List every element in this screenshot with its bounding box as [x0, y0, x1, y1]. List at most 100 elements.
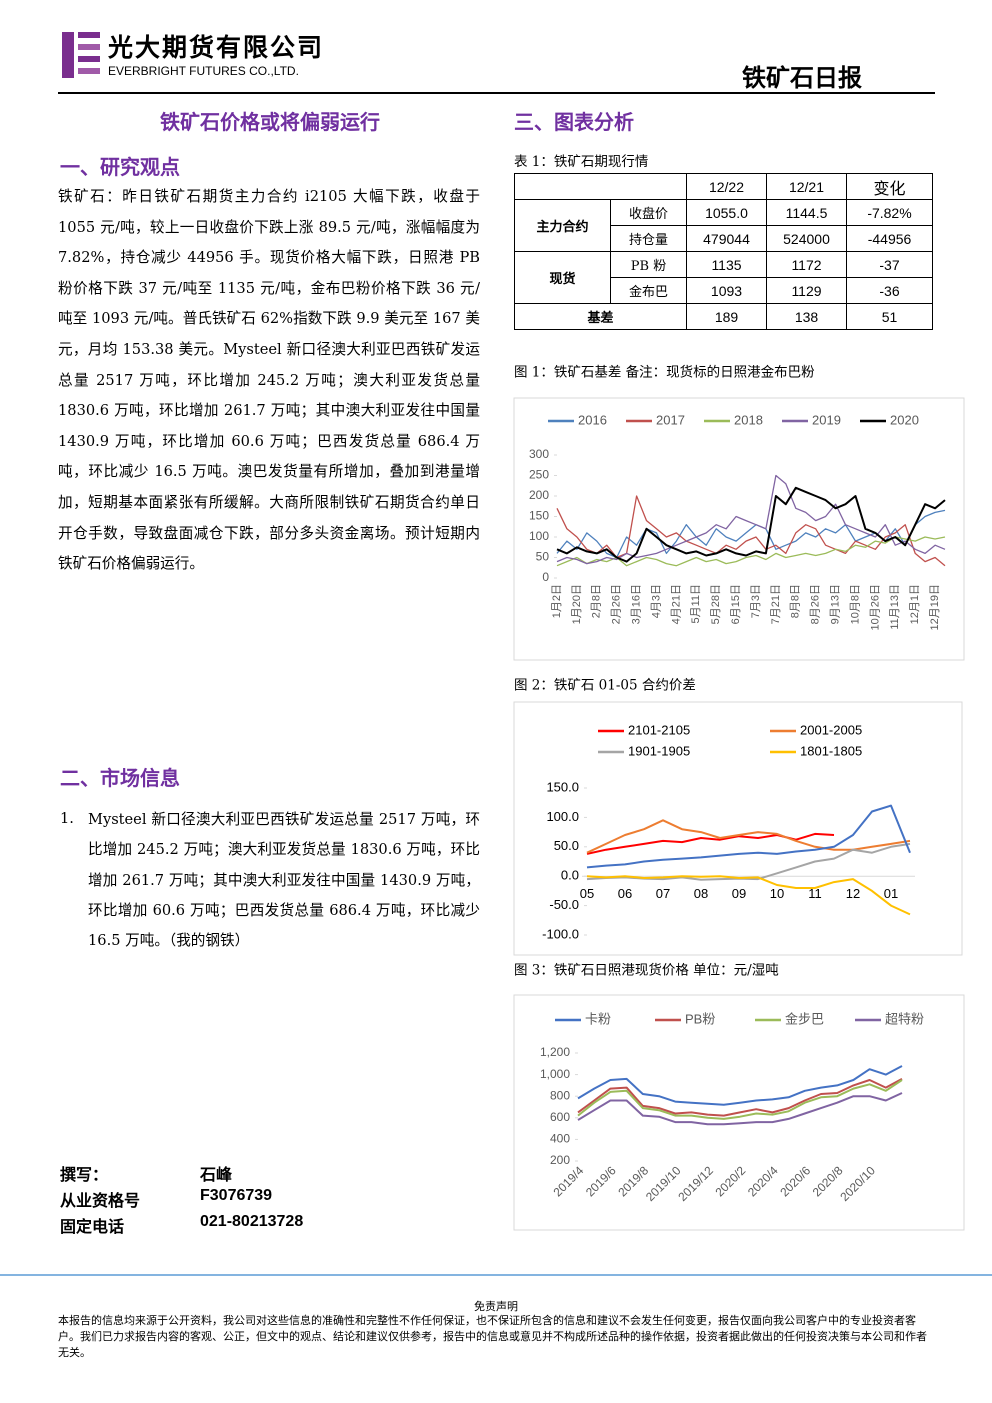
column-header: 12/22 [686, 173, 767, 200]
x-tick-label: 7月21日 [770, 584, 782, 624]
x-tick-label: 01 [884, 886, 898, 901]
series-line [577, 1065, 903, 1106]
y-tick-label: -100.0 [542, 926, 579, 941]
author-label: 固定电话 [60, 1217, 125, 1236]
x-tick-label: 10月26日 [869, 584, 881, 630]
cell: 138 [766, 303, 847, 330]
table-caption: 表 1：铁矿石期现行情 [514, 154, 649, 170]
y-tick-label: 400 [550, 1132, 570, 1146]
group-label: 现货 [514, 251, 611, 304]
column-header: 12/21 [766, 173, 847, 200]
x-tick-label: 11 [808, 886, 822, 901]
x-tick-label: 5月28日 [710, 584, 722, 624]
x-tick-label: 2020/2 [713, 1163, 749, 1199]
x-tick-label: 2020/6 [777, 1163, 813, 1199]
legend-label: 2101-2105 [628, 722, 690, 737]
x-tick-label: 09 [732, 886, 746, 901]
column-header: 变化 [846, 173, 933, 200]
x-tick-label: 07 [656, 886, 670, 901]
legend-label: 2001-2005 [800, 722, 862, 737]
x-tick-label: 5月11日 [690, 584, 702, 624]
legend-label: 2019 [812, 412, 841, 427]
chart-frame [513, 397, 965, 661]
series-line [577, 1078, 903, 1117]
x-tick-label: 12月1日 [909, 584, 921, 624]
x-tick-label: 6月15日 [730, 584, 742, 624]
y-tick-label: 150 [529, 509, 549, 523]
y-tick-label: 250 [529, 468, 549, 482]
x-tick-label: 3月16日 [630, 584, 642, 624]
series-line [556, 486, 946, 563]
x-tick-label: 2月8日 [591, 584, 603, 618]
row-label: 持仓量 [610, 225, 687, 252]
cell: 1055.0 [686, 199, 767, 226]
x-tick-label: 2020/10 [837, 1163, 878, 1204]
y-tick-label: 100.0 [546, 809, 579, 824]
y-tick-label: 200 [529, 488, 549, 502]
author-label: 从业资格号 [60, 1191, 141, 1210]
row-label: 收盘价 [610, 199, 687, 226]
series-line [577, 1092, 903, 1126]
y-tick-label: 50.0 [554, 838, 579, 853]
series-line [586, 875, 911, 916]
x-tick-label: 10 [770, 886, 784, 901]
disclaimer-title: 免责声明 [474, 1300, 518, 1313]
series-line [577, 1079, 903, 1120]
x-tick-label: 10月8日 [849, 584, 861, 624]
x-tick-label: 1月2日 [551, 584, 563, 618]
chart-title: 图 2：铁矿石 01-05 合约价差 [514, 678, 696, 694]
cell: 1129 [766, 277, 847, 304]
y-tick-label: 300 [529, 447, 549, 461]
series-line [556, 509, 946, 559]
quote-table: 12/22 12/21 变化 主力合约 收盘价 1055.0 1144.5 -7… [514, 173, 933, 330]
y-tick-label: 100 [529, 529, 549, 543]
x-tick-label: 4月21日 [670, 584, 682, 624]
item-text: Mysteel 新口径澳大利亚巴西铁矿发运总量 2517 万吨，环比增加 245… [88, 811, 480, 950]
logo [62, 32, 100, 78]
y-tick-label: 1,200 [540, 1045, 570, 1059]
y-tick-label: 1,000 [540, 1067, 570, 1081]
x-tick-label: 2019/10 [643, 1163, 684, 1204]
legend-label: 1801-1805 [800, 743, 862, 758]
series-line [556, 536, 946, 567]
cell: 479044 [686, 225, 767, 252]
x-tick-label: 2020/4 [745, 1163, 781, 1199]
row-label: 金布巴 [610, 277, 687, 304]
legend-label: 超特粉 [885, 1011, 924, 1026]
cell: -36 [846, 277, 933, 304]
legend-label: 1901-1905 [628, 743, 690, 758]
y-tick-label: 150.0 [546, 779, 579, 794]
section-heading: 一、研究观点 [60, 155, 180, 179]
analysis-text: 铁矿石：昨日铁矿石期货主力合约 i2105 大幅下跌，收盘于 1055 元/吨，… [58, 188, 480, 573]
x-tick-label: 12 [846, 886, 860, 901]
cell: 1172 [766, 251, 847, 278]
author-value: 021-80213728 [200, 1213, 304, 1230]
legend-label: 卡粉 [585, 1011, 611, 1026]
series-line [586, 804, 911, 869]
x-tick-label: 1月20日 [571, 584, 583, 624]
x-tick-label: 8月26日 [810, 584, 822, 624]
company-name-en: EVERBRIGHT FUTURES CO.,LTD. [108, 64, 299, 78]
y-tick-label: 600 [550, 1110, 570, 1124]
x-tick-label: 2月26日 [611, 584, 623, 624]
chart-title: 图 1：铁矿石基差 备注：现货标的日照港金布巴粉 [514, 364, 815, 381]
x-tick-label: 4月3日 [650, 584, 662, 618]
x-tick-label: 12月19日 [929, 584, 941, 630]
y-tick-label: 50 [536, 550, 550, 564]
group-label: 基差 [514, 303, 687, 330]
section-heading: 三、图表分析 [514, 110, 634, 134]
report-title: 铁矿石价格或将偏弱运行 [160, 110, 380, 134]
cell: 189 [686, 303, 767, 330]
y-tick-label: 0 [542, 570, 549, 584]
cell: 1135 [686, 251, 767, 278]
cell: -7.82% [846, 199, 933, 226]
y-tick-label: 200 [550, 1153, 570, 1167]
cell: 1144.5 [766, 199, 847, 226]
item-number: 1. [60, 810, 74, 827]
y-tick-label: -50.0 [549, 897, 579, 912]
x-tick-label: 2019/12 [675, 1163, 716, 1204]
y-tick-label: 800 [550, 1088, 570, 1102]
x-tick-label: 9月13日 [829, 584, 841, 624]
